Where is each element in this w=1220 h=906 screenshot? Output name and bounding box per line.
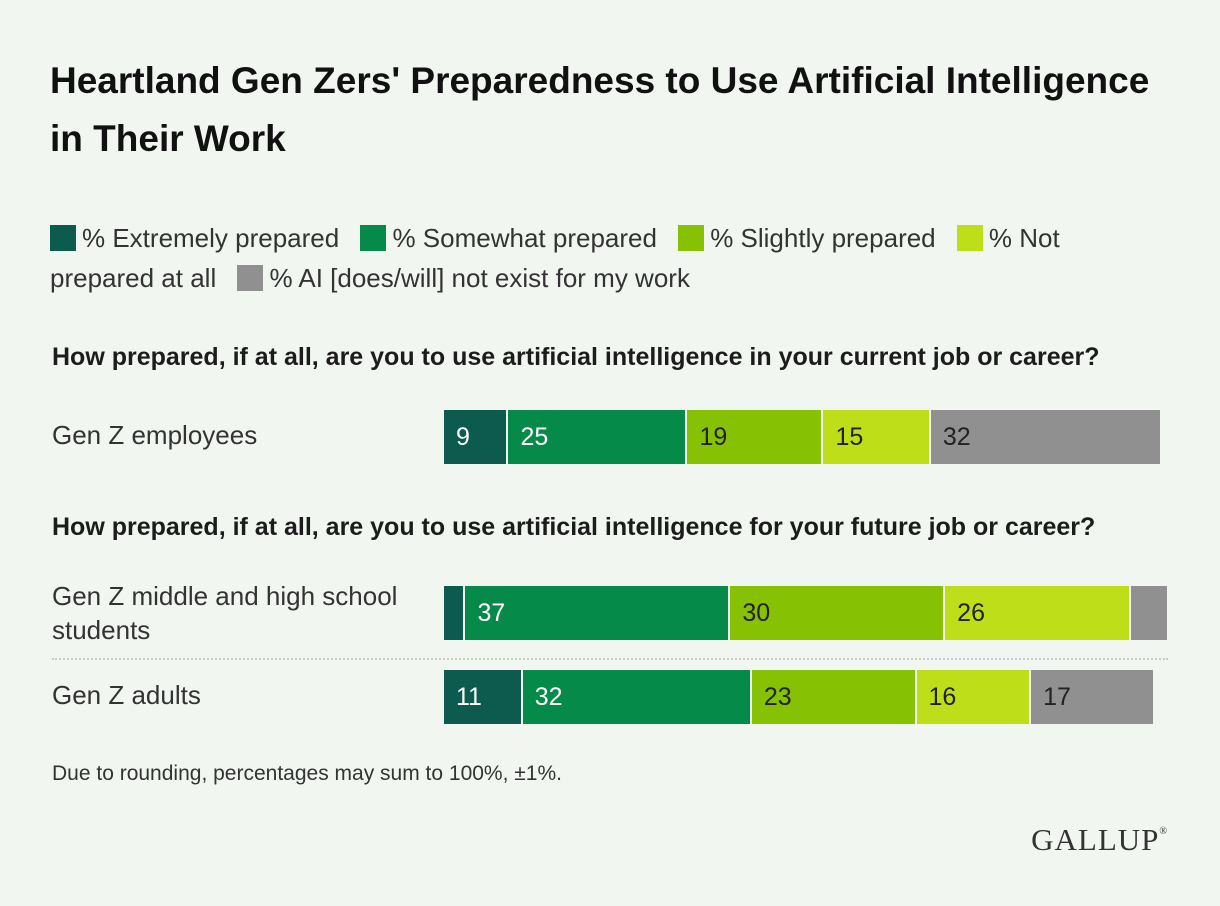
- bar-segment-extremely: 9: [444, 410, 509, 464]
- row-label-adults: Gen Z adults: [52, 680, 201, 710]
- bar-segment-ai-not-exist: 17: [1031, 670, 1153, 724]
- bar-segment-slightly: 19: [687, 410, 824, 464]
- legend-item-not-prepared: % Not prepared at all: [50, 223, 1060, 293]
- logo-text: GALLUP: [1031, 822, 1160, 857]
- legend-swatch: [678, 225, 705, 251]
- bar-segment-slightly: 23: [751, 670, 917, 724]
- legend-swatch: [956, 225, 983, 251]
- bar-row-employees: 9 25 19 15 32: [444, 410, 1160, 464]
- bar-segment-extremely: 11: [444, 670, 523, 724]
- bar-segment-extremely: [444, 586, 466, 640]
- bar-segment-somewhat: 32: [522, 670, 752, 724]
- legend-label: % AI [does/will] not exist for my work: [269, 263, 690, 293]
- bar-segment-somewhat: 25: [508, 410, 688, 464]
- bar-segment-somewhat: 37: [465, 586, 731, 640]
- legend-label: % Somewhat prepared: [392, 223, 657, 253]
- legend-swatch: [237, 265, 264, 291]
- bar-row-students: 37 30 26: [444, 586, 1168, 640]
- legend-swatch: [360, 225, 387, 251]
- row-label-students: Gen Z middle and high school students: [52, 581, 398, 645]
- legend-swatch: [50, 225, 76, 251]
- question-future-job: How prepared, if at all, are you to use …: [52, 513, 1096, 541]
- bar-segment-slightly: 30: [730, 586, 946, 640]
- footnote: Due to rounding, percentages may sum to …: [52, 762, 562, 785]
- legend-item-ai-not-exist: % AI [does/will] not exist for my work: [237, 263, 690, 293]
- bar-segment-ai-not-exist: [1131, 586, 1168, 640]
- chart-title: Heartland Gen Zers' Preparedness to Use …: [50, 60, 1150, 159]
- bar-segment-not-prepared: 15: [823, 410, 931, 464]
- legend-item-slightly: % Slightly prepared: [678, 223, 936, 253]
- row-divider: [52, 658, 1168, 660]
- bar-row-adults: 11 32 23 16 17: [444, 670, 1153, 724]
- legend: % Extremely prepared % Somewhat prepared…: [50, 218, 1170, 298]
- question-current-job: How prepared, if at all, are you to use …: [52, 343, 1100, 371]
- legend-label: % Not prepared at all: [50, 223, 1060, 293]
- bar-segment-ai-not-exist: 32: [930, 410, 1160, 464]
- bar-segment-not-prepared: 26: [945, 586, 1132, 640]
- gallup-logo: GALLUP®: [1031, 822, 1168, 857]
- bar-segment-not-prepared: 16: [916, 670, 1032, 724]
- row-label-employees: Gen Z employees: [52, 420, 258, 450]
- legend-label: % Slightly prepared: [710, 223, 936, 253]
- legend-item-extremely: % Extremely prepared: [50, 223, 339, 253]
- legend-item-somewhat: % Somewhat prepared: [360, 223, 657, 253]
- legend-label: % Extremely prepared: [82, 223, 340, 253]
